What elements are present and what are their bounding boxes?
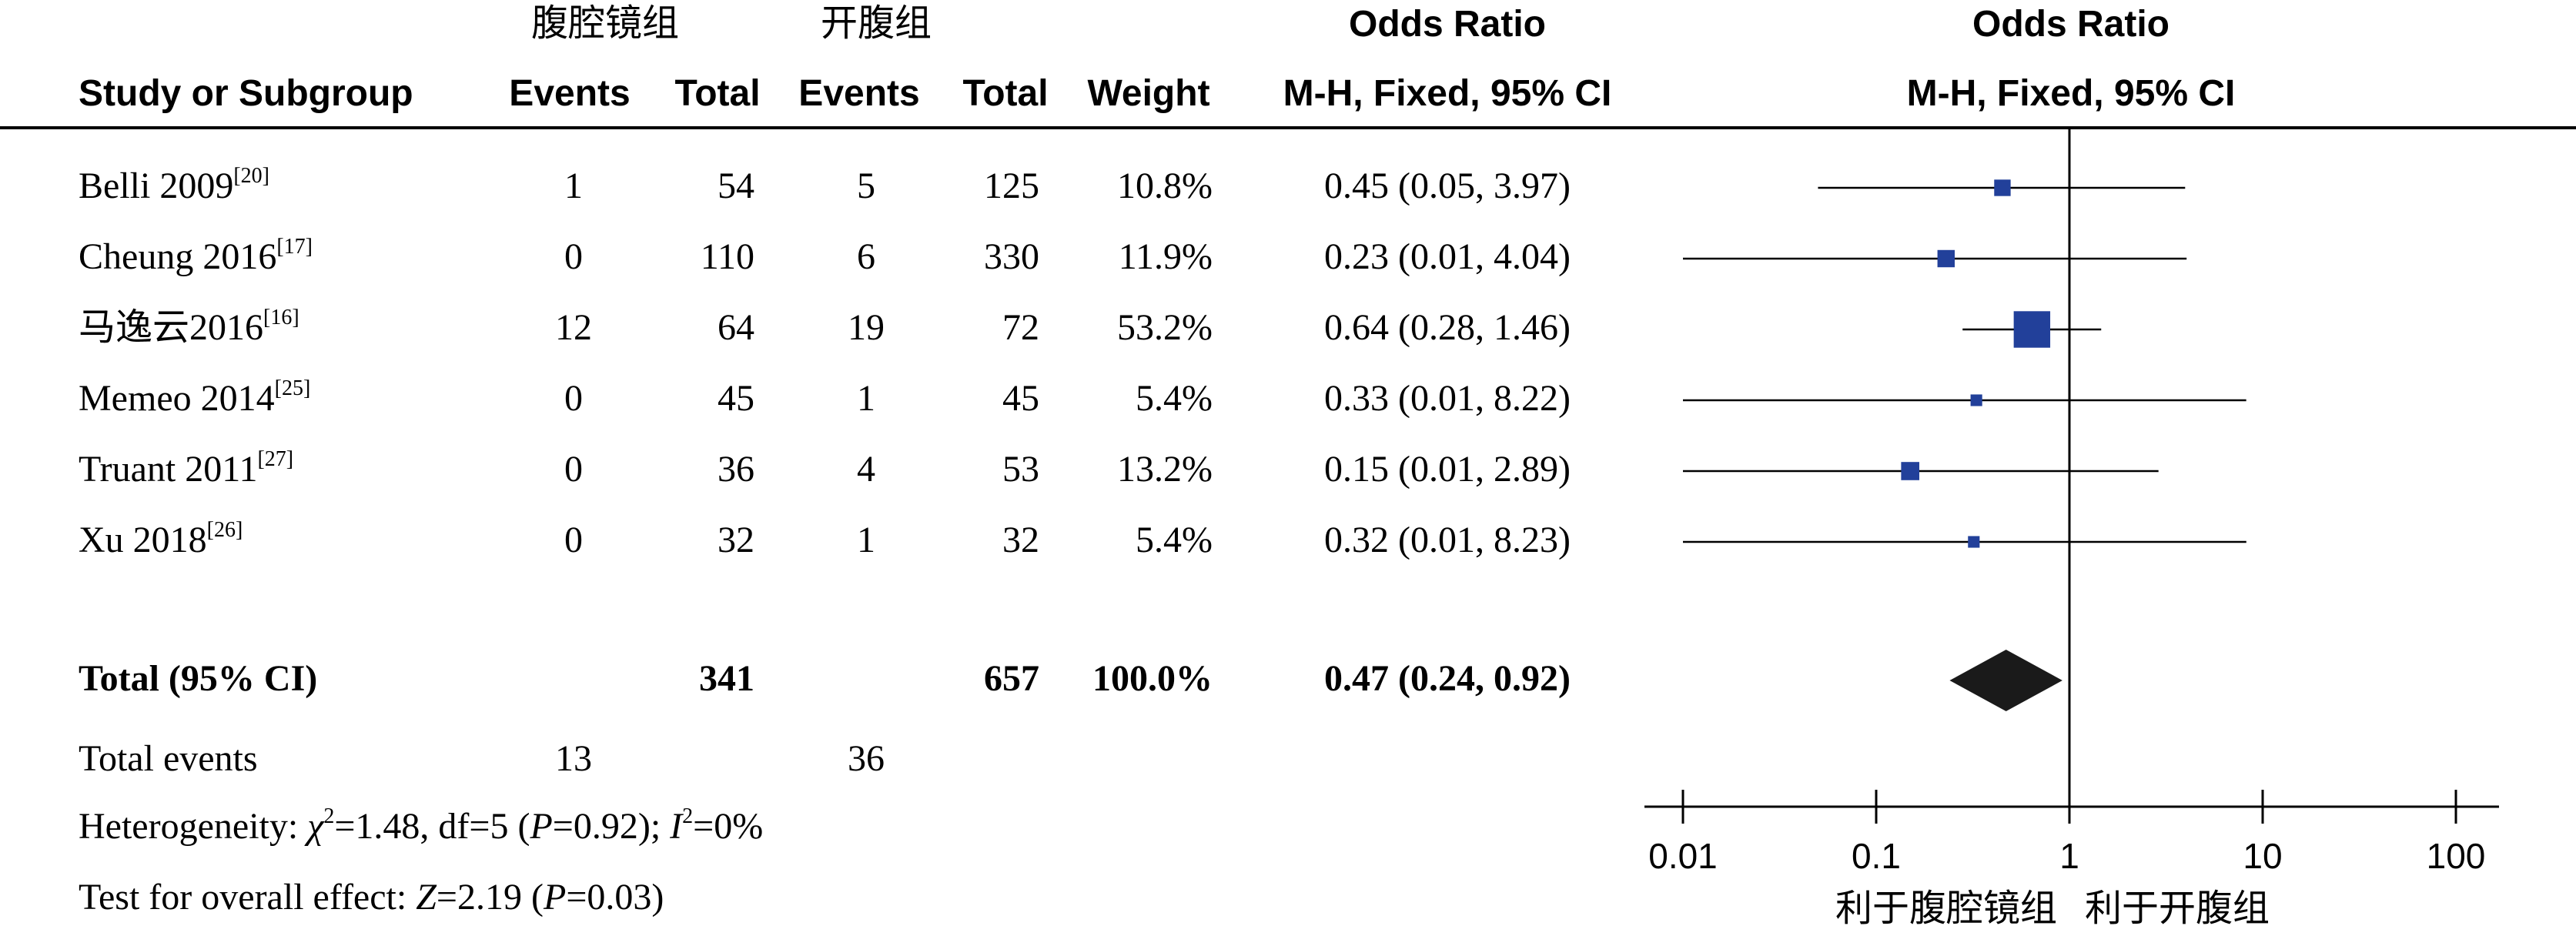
header-total-2: Total [962, 73, 1049, 114]
total-label: Total (95% CI) [79, 658, 318, 699]
point-estimate-2 [1937, 249, 1955, 268]
row-6-total-2: 32 [1002, 520, 1039, 560]
x-tick-label-5: 100 [2427, 836, 2486, 876]
row-2-weight: 11.9% [1118, 236, 1213, 277]
point-estimate-4 [1970, 394, 1982, 406]
row-4-weight: 5.4% [1136, 378, 1213, 419]
header-or-method: M-H, Fixed, 95% CI [1283, 73, 1612, 114]
row-1-weight: 10.8% [1117, 165, 1213, 206]
header-events-1: Events [509, 73, 631, 114]
row-3-study-name: 马逸云2016[16] [79, 306, 299, 348]
row-5-total-2: 53 [1002, 449, 1039, 490]
row-1-total-2: 125 [984, 165, 1039, 206]
total-events-label: Total events [79, 738, 258, 779]
row-6-events-2: 1 [857, 520, 875, 560]
header-study: Study or Subgroup [79, 73, 413, 114]
point-estimate-5 [1901, 462, 1920, 480]
favours-right-label: 利于开腹组 [2085, 887, 2270, 930]
heterogeneity-text: Heterogeneity: χ2=1.48, df=5 (P=0.92); I… [79, 804, 764, 847]
row-6-ci: 0.32 (0.01, 8.23) [1324, 520, 1571, 560]
row-1-ci: 0.45 (0.05, 3.97) [1324, 165, 1571, 206]
row-1-total-1: 54 [718, 165, 754, 206]
or-column-title: Odds Ratio [1348, 4, 1546, 45]
row-2-total-2: 330 [984, 236, 1039, 277]
row-3-ci: 0.64 (0.28, 1.46) [1324, 307, 1571, 348]
row-1-events-2: 5 [857, 165, 875, 206]
row-4-events-1: 0 [564, 378, 583, 419]
row-2-ci: 0.23 (0.01, 4.04) [1324, 236, 1571, 277]
row-5-study-name: Truant 2011[27] [79, 447, 294, 490]
row-1-events-1: 1 [564, 165, 583, 206]
point-estimate-1 [1994, 179, 2011, 196]
row-3-events-2: 19 [848, 307, 885, 348]
plot-title: Odds Ratio [1972, 4, 2170, 45]
favours-left-label: 利于腹腔镜组 [1835, 887, 2057, 930]
total-t2: 657 [984, 658, 1039, 699]
row-6-study-name: Xu 2018[26] [79, 518, 243, 560]
row-6-events-1: 0 [564, 520, 583, 560]
row-2-total-1: 110 [700, 236, 754, 277]
plot-method: M-H, Fixed, 95% CI [1906, 73, 2236, 114]
point-estimate-6 [1968, 536, 1980, 548]
row-4-ci: 0.33 (0.01, 8.22) [1324, 378, 1571, 419]
group-header-experimental: 腹腔镜组 [531, 2, 680, 45]
group-header-control: 开腹组 [821, 2, 932, 45]
row-5-ci: 0.15 (0.01, 2.89) [1324, 449, 1571, 490]
total-events-e2: 36 [848, 738, 885, 779]
total-ci: 0.47 (0.24, 0.92) [1324, 658, 1571, 699]
row-3-weight: 53.2% [1117, 307, 1213, 348]
header-total-1: Total [674, 73, 761, 114]
point-estimate-3 [2013, 311, 2051, 348]
row-4-total-2: 45 [1002, 378, 1039, 419]
x-tick-label-1: 0.01 [1648, 836, 1718, 876]
row-1-study-name: Belli 2009[20] [79, 164, 269, 206]
total-weight: 100.0% [1092, 658, 1213, 699]
header-rule [0, 126, 2576, 129]
header-events-2: Events [798, 73, 920, 114]
row-5-events-1: 0 [564, 449, 583, 490]
pooled-diamond [1949, 650, 2062, 711]
row-3-total-2: 72 [1002, 307, 1039, 348]
total-events-e1: 13 [555, 738, 592, 779]
row-4-total-1: 45 [718, 378, 754, 419]
row-2-study-name: Cheung 2016[17] [79, 235, 313, 277]
x-tick-label-4: 10 [2243, 836, 2282, 876]
row-5-weight: 13.2% [1117, 449, 1213, 490]
row-4-study-name: Memeo 2014[25] [79, 376, 311, 419]
x-tick-label-3: 1 [2059, 836, 2079, 876]
overall-effect-text: Test for overall effect: Z=2.19 (P=0.03) [79, 877, 664, 918]
row-6-weight: 5.4% [1136, 520, 1213, 560]
row-5-events-2: 4 [857, 449, 875, 490]
row-6-total-1: 32 [718, 520, 754, 560]
row-3-total-1: 64 [718, 307, 754, 348]
total-t1: 341 [699, 658, 754, 699]
row-3-events-1: 12 [555, 307, 592, 348]
header-weight: Weight [1087, 73, 1210, 114]
row-2-events-2: 6 [857, 236, 875, 277]
row-5-total-1: 36 [718, 449, 754, 490]
row-4-events-2: 1 [857, 378, 875, 419]
x-tick-label-2: 0.1 [1852, 836, 1901, 876]
row-2-events-1: 0 [564, 236, 583, 277]
